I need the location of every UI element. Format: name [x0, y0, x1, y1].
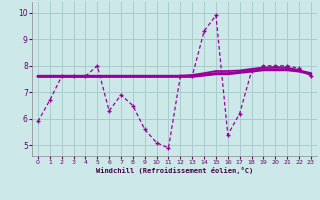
- X-axis label: Windchill (Refroidissement éolien,°C): Windchill (Refroidissement éolien,°C): [96, 167, 253, 174]
